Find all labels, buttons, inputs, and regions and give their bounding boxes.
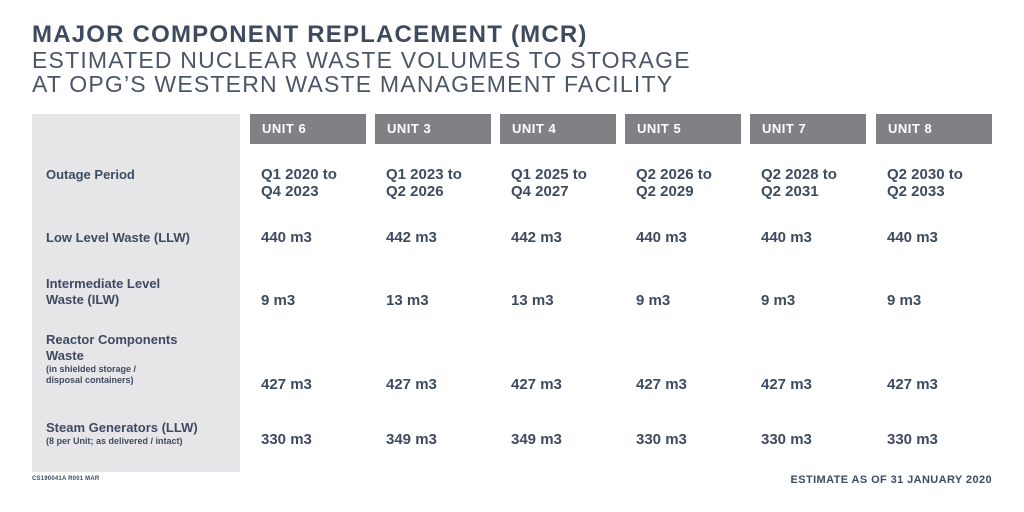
- row-note-line: disposal containers): [46, 375, 134, 385]
- cell-line: Q2 2031: [761, 183, 819, 200]
- page-subtitle-line2: AT OPG’S WESTERN WASTE MANAGEMENT FACILI…: [32, 71, 674, 97]
- unit-header-1: UNIT 6: [250, 114, 366, 144]
- cell-steam-unit6: 330 m3: [261, 431, 312, 448]
- cell-llw-unit4: 442 m3: [511, 229, 562, 246]
- cell-outage-unit8: Q2 2030 to Q2 2033: [887, 166, 1005, 200]
- cell-line: Q2 2033: [887, 183, 945, 200]
- cell-llw-unit5: 440 m3: [636, 229, 687, 246]
- unit-header-4: UNIT 5: [625, 114, 741, 144]
- cell-llw-unit6: 440 m3: [261, 229, 312, 246]
- row-label-line: Reactor Components: [46, 332, 178, 347]
- cell-reactor-unit4: 427 m3: [511, 376, 562, 393]
- cell-steam-unit8: 330 m3: [887, 431, 938, 448]
- cell-outage-unit3: Q1 2023 to Q2 2026: [386, 166, 504, 200]
- cell-outage-unit7: Q2 2028 to Q2 2031: [761, 166, 879, 200]
- cell-line: Q4 2023: [261, 183, 319, 200]
- cell-line: Q1 2020 to: [261, 166, 337, 183]
- cell-llw-unit7: 440 m3: [761, 229, 812, 246]
- page-title: MAJOR COMPONENT REPLACEMENT (MCR): [32, 21, 588, 48]
- cell-outage-unit6: Q1 2020 to Q4 2023: [261, 166, 379, 200]
- unit-header-6: UNIT 8: [876, 114, 992, 144]
- cell-line: Q2 2028 to: [761, 166, 837, 183]
- row-label-line: Waste: [46, 348, 84, 363]
- cell-ilw-unit4: 13 m3: [511, 292, 554, 309]
- cell-line: Q2 2026: [386, 183, 444, 200]
- cell-ilw-unit8: 9 m3: [887, 292, 922, 309]
- row-label-steam-generators: Steam Generators (LLW) (8 per Unit; as d…: [46, 420, 236, 447]
- row-note-line: (8 per Unit; as delivered / intact): [46, 436, 183, 446]
- unit-header-3: UNIT 4: [500, 114, 616, 144]
- cell-reactor-unit5: 427 m3: [636, 376, 687, 393]
- cell-line: Q1 2023 to: [386, 166, 462, 183]
- cell-reactor-unit3: 427 m3: [386, 376, 437, 393]
- cell-llw-unit3: 442 m3: [386, 229, 437, 246]
- cell-llw-unit8: 440 m3: [887, 229, 938, 246]
- row-label-ilw: Intermediate Level Waste (ILW): [46, 276, 236, 308]
- cell-steam-unit4: 349 m3: [511, 431, 562, 448]
- row-label-text: Outage Period: [46, 167, 135, 182]
- cell-steam-unit3: 349 m3: [386, 431, 437, 448]
- cell-ilw-unit7: 9 m3: [761, 292, 796, 309]
- estimate-date: ESTIMATE AS OF 31 JANUARY 2020: [790, 474, 992, 486]
- row-label-text: Low Level Waste (LLW): [46, 230, 190, 245]
- cell-outage-unit5: Q2 2026 to Q2 2029: [636, 166, 754, 200]
- cell-line: Q4 2027: [511, 183, 569, 200]
- title-block: MAJOR COMPONENT REPLACEMENT (MCR) ESTIMA…: [32, 21, 691, 97]
- row-label-llw: Low Level Waste (LLW): [46, 230, 236, 246]
- row-label-outage-period: Outage Period: [46, 167, 236, 183]
- cell-steam-unit7: 330 m3: [761, 431, 812, 448]
- cell-ilw-unit6: 9 m3: [261, 292, 296, 309]
- cell-line: Q1 2025 to: [511, 166, 587, 183]
- cell-reactor-unit6: 427 m3: [261, 376, 312, 393]
- cell-steam-unit5: 330 m3: [636, 431, 687, 448]
- row-label-line: Waste (ILW): [46, 292, 120, 307]
- cell-reactor-unit7: 427 m3: [761, 376, 812, 393]
- cell-reactor-unit8: 427 m3: [887, 376, 938, 393]
- unit-header-2: UNIT 3: [375, 114, 491, 144]
- cell-line: Q2 2029: [636, 183, 694, 200]
- unit-header-5: UNIT 7: [750, 114, 866, 144]
- cell-line: Q2 2030 to: [887, 166, 963, 183]
- cell-outage-unit4: Q1 2025 to Q4 2027: [511, 166, 629, 200]
- row-label-text: Steam Generators (LLW): [46, 420, 198, 435]
- cell-ilw-unit5: 9 m3: [636, 292, 671, 309]
- document-code: CS190041A R001 MAR: [32, 476, 100, 482]
- row-label-line: Intermediate Level: [46, 276, 161, 291]
- cell-line: Q2 2026 to: [636, 166, 712, 183]
- row-label-panel: [32, 114, 240, 472]
- cell-ilw-unit3: 13 m3: [386, 292, 429, 309]
- page-subtitle-line1: ESTIMATED NUCLEAR WASTE VOLUMES TO STORA…: [32, 47, 691, 73]
- row-label-reactor-components: Reactor Components Waste (in shielded st…: [46, 332, 236, 386]
- row-note-line: (in shielded storage /: [46, 364, 137, 374]
